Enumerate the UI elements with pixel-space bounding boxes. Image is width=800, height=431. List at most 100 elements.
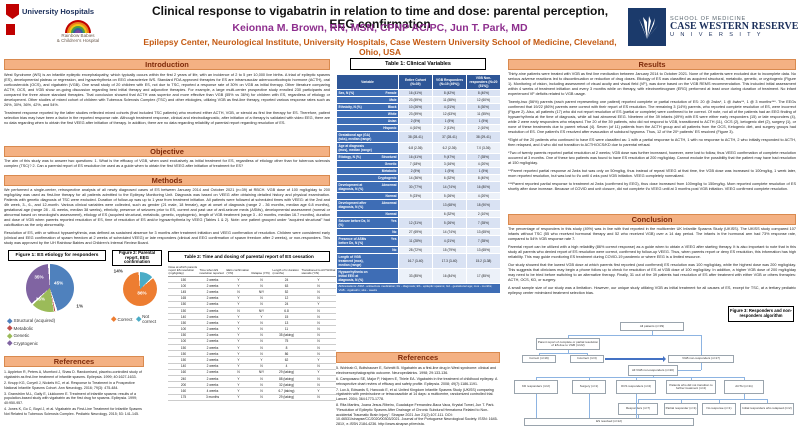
table1-sub-label: Female [385,91,397,95]
table2-cell: Y [251,356,272,364]
table2-cell: 2 weeks [199,319,226,327]
rainbow-arc-icon [65,20,91,33]
legend-marker [111,316,117,322]
table2-cell: 2 weeks [199,350,226,358]
table2-cell: Y [301,356,336,364]
flow-connector [719,399,720,403]
table1-value-cell: 16 (84%) [432,268,467,284]
table1-header-cell: VGB Non-responders (N=20 (51%)) [466,74,501,90]
flow-box-vgb-non: VGB non-responders (n=17) [668,355,734,363]
table2-cell: 145 [168,288,199,296]
table2-cell: 100 [168,338,199,346]
table1-label-cell: Male [336,96,399,104]
cwru-univ-text: U N I V E R S I T Y [670,32,763,38]
table2-cell: N [251,325,272,333]
table1-value-cell: 18 (90%) [466,199,501,211]
table2-row: 150 2 weeks Y N 24 Y [168,276,336,284]
table1-label-cell: Normal [336,192,399,200]
table2-cell: 2 weeks [199,282,226,290]
table2-cell: 24 [272,301,301,308]
figure2: 14% 86% Correct Not correct [111,268,164,324]
table2-cell: N [226,307,251,315]
legend-label: Correct [117,316,133,322]
flow-box-kd: KD responders (n=2) [514,380,558,394]
table2-cell: 12 [272,295,301,302]
table2-row: 100 2 weeks Y N 75 N [168,338,336,346]
paragraph: *Eight of the 20 patients who continued … [508,138,796,147]
flow-box-surgery: Surgery (n=1) [572,380,606,394]
table1-value-cell: 7 (35%) [466,153,501,161]
table1-row: Age at diagnosis (mos), median (range) 6.… [336,142,501,154]
table2-row: 200 2 weeks Y N 32 (taking) N [168,381,336,389]
table2-cell: Y [226,313,251,321]
table1-value-cell: 14 (74%) [432,228,467,236]
table2-cell: Y [226,344,251,352]
table2-cell: 150 [168,301,199,308]
legend-item: Metabolic [7,325,106,331]
table2-cell: Y [226,325,251,333]
table2-cell: 63 [272,282,301,290]
table1-group-label: Length of VGB treatment (mos), median (r… [338,255,364,267]
table1-value-cell: 23 (59%) [398,96,433,104]
figure1: 45% 1% 16% 35% Structural (acquired) Metabol… [7,264,106,348]
table2-cell: 100 [168,325,199,333]
flow-connector [652,331,653,335]
flow-connector [536,377,744,378]
table2-row: 100 2 weeks Y N 11 N [168,325,336,333]
table2-row: 140 2 weeks Y N 4 N [168,363,336,370]
table1-value-cell: 6 (32%) [432,174,467,182]
table2-cell: 6.8 [272,307,301,315]
table2-cell: Y [226,387,251,395]
table1-value-cell: 13 (68%) [432,199,467,211]
table2-cell: 200 [168,381,199,389]
table1-sub-label: Abnormal [381,201,397,205]
table1-value-cell: 14 (36%) [398,174,433,182]
table1-label-cell: Etiology, N (%) Structural [336,153,399,161]
reference-item: 6. Camposano SE, Major P, Halpern E, Thi… [336,376,498,386]
section-header-references-left: References [4,356,144,367]
table1-label-cell: No [336,228,399,236]
table1-value-cell: 5 (26%) [432,217,467,229]
table2-cell: N [251,319,272,327]
paragraph: Our study showed that the lowest VGB dos… [508,263,796,282]
table1-value-cell: 1 (5%) [432,167,467,175]
pie-value-label: 16% [35,296,45,302]
table2-cell: N [251,350,272,358]
table2-cell: N [251,387,272,395]
table1-value-cell: 17.3 (3-40) [432,253,467,269]
table2-row: 175 3 months Y N 29 (taking) N [168,394,336,401]
table1-value-cell: 2 (5%) [398,117,433,125]
section-header-methods: Methods [4,175,330,186]
table1-value-cell: 7 (35%) [466,217,501,229]
legend-label: Metabolic [13,325,34,331]
flow-box-no-transition: Patients who did not transition to furth… [666,380,716,394]
table1-title: Table 1: Clinical Variables [350,58,486,70]
table2-cell: 2 weeks [199,344,226,352]
table2-header-row: Dose at which parents report ES resoluti… [168,265,336,278]
figure1-pie-chart: 45% 1% 16% 35% [26,264,83,312]
figure3-title: Figure 3: Responders and non-responders … [728,306,794,322]
paragraph: *Two of twenty parents reported partial … [508,151,796,165]
table2-cell: 15 [272,313,301,321]
table1-group-label: Seizure before Dx, N (%) [338,219,370,227]
table1-value-cell: 1 (5%) [466,117,501,125]
table2-row: 150 2 weeks Y N 13 N [168,319,336,327]
table2-row: 150 2 weeks Y Y 62 Y [168,356,336,364]
table2-cell: N/Y [251,369,272,376]
table2-cell: N [301,332,336,339]
table2-cell: 150 [168,350,199,358]
table2-cell: 86 [272,350,301,358]
table2-cell: N [251,282,272,290]
table2-cell: 52 [272,288,301,296]
pie-value-label: 86% [137,290,147,296]
table1-value-cell: 2 (10%) [466,210,501,218]
table2-cell: 150 [168,307,199,315]
table2-cell: 88 (taking) [272,375,301,383]
flow-box-acth-resp: Responders (n=7) [618,403,658,415]
table1-group-label: Gestational age (GA) (wks), median (rang… [338,133,372,141]
table1-value-cell: 4 (20%) [466,192,501,200]
table2-cell: 29 (taking) [272,394,301,401]
table1-label-cell: Length of VGB treatment (mos), median (r… [336,253,399,269]
table1-header-cell: Entire Cohort (N=39) [398,74,433,90]
table1-value-cell: 17 (85%) [466,268,501,284]
